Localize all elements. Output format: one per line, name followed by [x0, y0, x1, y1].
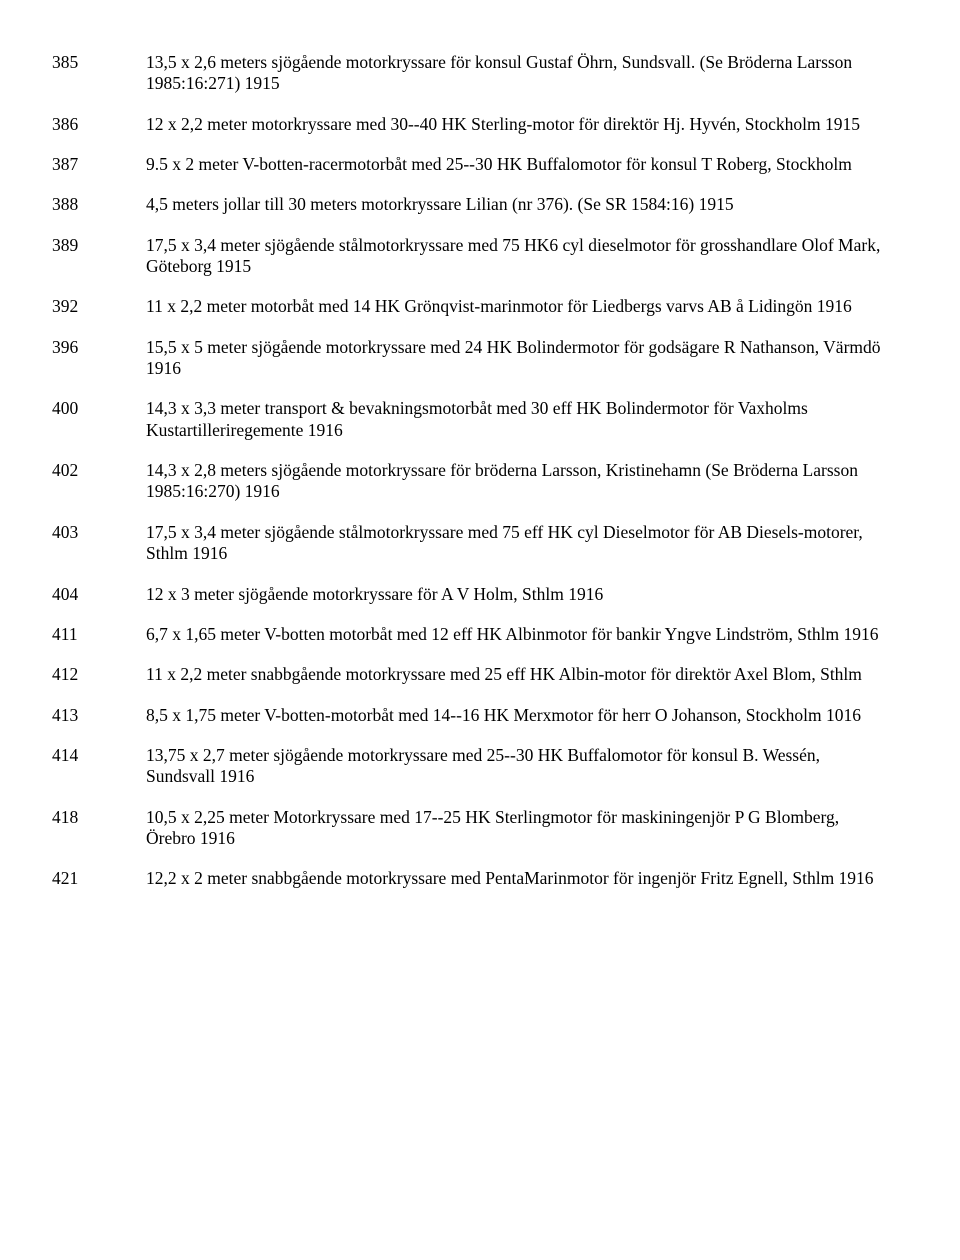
entry-row: 38513,5 x 2,6 meters sjögående motorkrys…: [52, 52, 888, 95]
entry-number: 396: [52, 337, 146, 380]
entry-description: 13,75 x 2,7 meter sjögående motorkryssar…: [146, 745, 888, 788]
entry-number: 386: [52, 114, 146, 135]
entry-description: 14,3 x 2,8 meters sjögående motorkryssar…: [146, 460, 888, 503]
entry-number: 414: [52, 745, 146, 788]
entry-row: 40214,3 x 2,8 meters sjögående motorkrys…: [52, 460, 888, 503]
entry-description: 8,5 x 1,75 meter V-botten-motorbåt med 1…: [146, 705, 888, 726]
entry-description: 4,5 meters jollar till 30 meters motorkr…: [146, 194, 888, 215]
entry-row: 3884,5 meters jollar till 30 meters moto…: [52, 194, 888, 215]
entry-number: 389: [52, 235, 146, 278]
entry-description: 15,5 x 5 meter sjögående motorkryssare m…: [146, 337, 888, 380]
entry-number: 402: [52, 460, 146, 503]
entry-number: 421: [52, 868, 146, 889]
entry-row: 41413,75 x 2,7 meter sjögående motorkrys…: [52, 745, 888, 788]
entry-description: 11 x 2,2 meter snabbgående motorkryssare…: [146, 664, 888, 685]
entry-description: 13,5 x 2,6 meters sjögående motorkryssar…: [146, 52, 888, 95]
entry-row: 40317,5 x 3,4 meter sjögående stålmotork…: [52, 522, 888, 565]
entry-description: 12 x 3 meter sjögående motorkryssare för…: [146, 584, 888, 605]
entry-number: 413: [52, 705, 146, 726]
entry-row: 4138,5 x 1,75 meter V-botten-motorbåt me…: [52, 705, 888, 726]
entry-row: 38612 x 2,2 meter motorkryssare med 30--…: [52, 114, 888, 135]
entry-row: 41211 x 2,2 meter snabbgående motorkryss…: [52, 664, 888, 685]
entry-description: 11 x 2,2 meter motorbåt med 14 HK Grönqv…: [146, 296, 888, 317]
entry-number: 411: [52, 624, 146, 645]
entry-description: 9.5 x 2 meter V-botten-racermotorbåt med…: [146, 154, 888, 175]
entry-number: 404: [52, 584, 146, 605]
entry-row: 40014,3 x 3,3 meter transport & bevaknin…: [52, 398, 888, 441]
entry-row: 3879.5 x 2 meter V-botten-racermotorbåt …: [52, 154, 888, 175]
entry-number: 392: [52, 296, 146, 317]
entry-description: 17,5 x 3,4 meter sjögående stålmotorkrys…: [146, 522, 888, 565]
entry-number: 387: [52, 154, 146, 175]
entry-row: 4116,7 x 1,65 meter V-botten motorbåt me…: [52, 624, 888, 645]
entry-number: 403: [52, 522, 146, 565]
entry-row: 40412 x 3 meter sjögående motorkryssare …: [52, 584, 888, 605]
entry-row: 42112,2 x 2 meter snabbgående motorkryss…: [52, 868, 888, 889]
entry-row: 39615,5 x 5 meter sjögående motorkryssar…: [52, 337, 888, 380]
entry-description: 17,5 x 3,4 meter sjögående stålmotorkrys…: [146, 235, 888, 278]
entry-number: 412: [52, 664, 146, 685]
entry-number: 400: [52, 398, 146, 441]
entry-description: 14,3 x 3,3 meter transport & bevakningsm…: [146, 398, 888, 441]
entry-row: 38917,5 x 3,4 meter sjögående stålmotork…: [52, 235, 888, 278]
entry-list: 38513,5 x 2,6 meters sjögående motorkrys…: [52, 52, 888, 890]
entry-description: 12,2 x 2 meter snabbgående motorkryssare…: [146, 868, 888, 889]
entry-number: 418: [52, 807, 146, 850]
entry-description: 6,7 x 1,65 meter V-botten motorbåt med 1…: [146, 624, 888, 645]
entry-number: 388: [52, 194, 146, 215]
entry-description: 10,5 x 2,25 meter Motorkryssare med 17--…: [146, 807, 888, 850]
entry-description: 12 x 2,2 meter motorkryssare med 30--40 …: [146, 114, 888, 135]
entry-row: 39211 x 2,2 meter motorbåt med 14 HK Grö…: [52, 296, 888, 317]
entry-number: 385: [52, 52, 146, 95]
entry-row: 41810,5 x 2,25 meter Motorkryssare med 1…: [52, 807, 888, 850]
